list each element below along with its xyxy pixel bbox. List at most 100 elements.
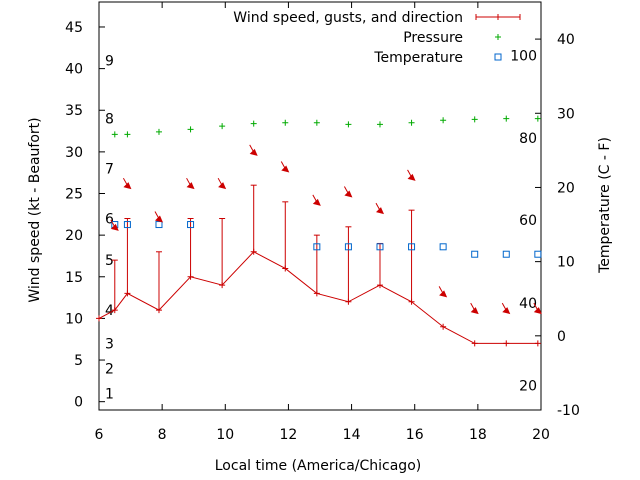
pressure-point: [471, 116, 478, 123]
fahrenheit-label: 100: [510, 48, 537, 64]
x-axis-label: Local time (America/Chicago): [215, 458, 421, 474]
pressure-point: [376, 121, 383, 128]
direction-arrow: [501, 302, 511, 315]
legend-swatch-marker: [495, 14, 501, 20]
y-tick-label: 20: [65, 228, 83, 244]
wind-speed-point: [313, 290, 320, 297]
beaufort-label: 7: [105, 162, 114, 178]
wind-speed-point: [345, 298, 352, 305]
y-tick-label: 45: [65, 20, 83, 36]
direction-arrow: [438, 286, 448, 298]
pressure-point: [111, 131, 118, 138]
gust-bars: [111, 184, 415, 311]
direction-arrow: [186, 177, 195, 190]
temperature-point: [155, 221, 163, 229]
wind-speed-point: [111, 307, 118, 314]
y-tick-label: 0: [74, 395, 83, 411]
direction-arrow-head: [439, 290, 448, 298]
direction-arrow-head: [249, 148, 258, 156]
fahrenheit-labels: 20 40 60 80 100: [510, 48, 537, 394]
direction-arrow-head: [470, 307, 479, 315]
direction-arrow: [249, 144, 258, 156]
y-tick-label: 25: [65, 187, 83, 203]
y2-tick-label: 40: [557, 32, 575, 48]
direction-arrow: [217, 177, 227, 190]
temperature-point: [344, 243, 352, 251]
wind-speed-point: [408, 298, 415, 305]
y-tick-label: 30: [65, 145, 83, 161]
y-axis-label: Wind speed (kt - Beaufort): [27, 117, 43, 302]
temperature-point: [408, 243, 416, 251]
wind-speed-point: [503, 340, 510, 347]
temperature-point: [376, 243, 384, 251]
legend-label: Pressure: [403, 30, 463, 46]
y2-tick-label: 20: [557, 180, 575, 196]
x-axis-ticks: 6 8 10 12 14 16 18 20: [95, 2, 550, 443]
pressure-point: [187, 126, 194, 133]
direction-arrow: [280, 161, 290, 173]
y-tick-label: 15: [65, 270, 83, 286]
temperature-point: [471, 250, 479, 258]
temperature-point: [313, 243, 321, 251]
pressure-point: [440, 117, 447, 124]
direction-arrow-head: [344, 190, 353, 198]
beaufort-label: 3: [105, 336, 114, 352]
pressure-point: [124, 131, 131, 138]
direction-arrow-head: [533, 307, 542, 315]
direction-arrow: [154, 211, 163, 223]
direction-arrow-head: [281, 165, 290, 173]
wind-speed-point: [440, 323, 447, 330]
legend-swatch-marker: [494, 53, 502, 61]
pressure-point: [408, 119, 415, 126]
pressure-point: [503, 115, 510, 122]
temperature-point: [187, 221, 195, 229]
direction-arrow-head: [186, 182, 195, 190]
direction-arrow: [110, 219, 119, 231]
x-tick-label: 10: [216, 427, 234, 443]
fahrenheit-label: 60: [519, 213, 537, 229]
plot-frame: [98, 1, 542, 411]
pressure-series: [111, 115, 541, 138]
direction-arrow-head: [154, 215, 163, 223]
legend: Wind speed, gusts, and direction Pressure…: [233, 10, 521, 66]
x-tick-label: 12: [280, 427, 298, 443]
x-tick-label: 6: [95, 427, 104, 443]
beaufort-label: 5: [105, 253, 114, 269]
beaufort-label: 4: [105, 303, 114, 319]
temperature-point: [502, 250, 510, 258]
x-tick-label: 8: [158, 427, 167, 443]
direction-arrow-head: [123, 182, 132, 190]
wind-direction-arrows: [110, 144, 542, 315]
wind-speed-line: [98, 251, 538, 344]
y2-tick-label: 30: [557, 106, 575, 122]
legend-label: Wind speed, gusts, and direction: [233, 10, 463, 26]
wind-speed-point: [250, 248, 257, 255]
pressure-point: [534, 115, 541, 122]
temperature-point: [439, 243, 447, 251]
y2-tick-label: 10: [557, 255, 575, 271]
y2-tick-label: 0: [557, 329, 566, 345]
direction-arrow-head: [110, 223, 119, 231]
direction-arrow: [470, 302, 479, 315]
direction-arrow-head: [502, 307, 511, 315]
pressure-point: [219, 123, 226, 130]
x-tick-label: 14: [343, 427, 361, 443]
wind-speed-point: [471, 340, 478, 347]
wind-speed-point: [376, 282, 383, 289]
direction-arrow-head: [312, 198, 321, 206]
y-tick-label: 40: [65, 62, 83, 78]
direction-arrow-head: [218, 182, 227, 190]
wind-speed-point: [96, 315, 102, 322]
direction-arrow: [533, 302, 542, 315]
temperature-point: [534, 250, 542, 258]
temperature-point: [123, 221, 131, 229]
y2-axis-ticks: -10 0 10 20 30 40: [535, 32, 580, 419]
y-tick-label: 35: [65, 103, 83, 119]
beaufort-label: 2: [105, 361, 114, 377]
y-axis-ticks: 0 5 10 15 20 25 30 35 40 45: [65, 20, 105, 411]
beaufort-label: 8: [105, 112, 114, 128]
fahrenheit-label: 80: [519, 131, 537, 147]
temperature-series: [111, 221, 542, 258]
direction-arrow: [343, 186, 353, 198]
